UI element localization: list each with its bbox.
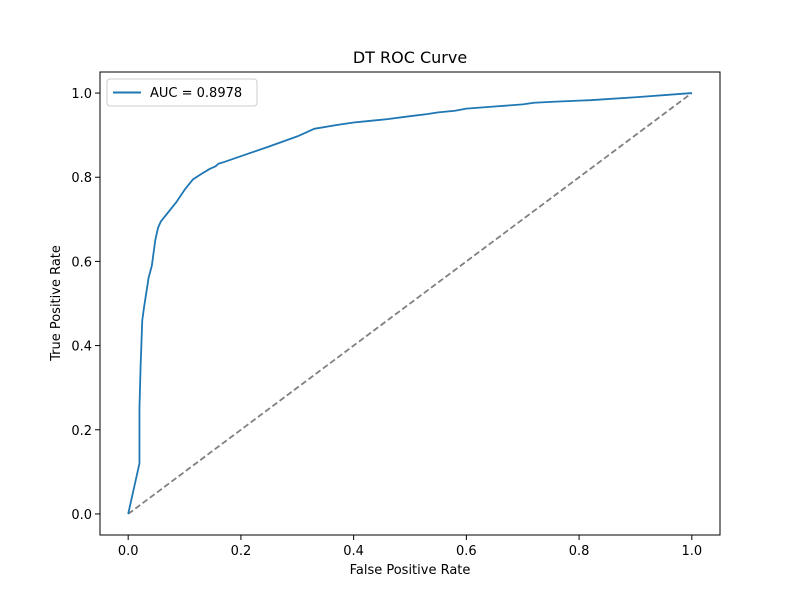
y-tick-label: 0.8 — [71, 171, 92, 186]
chance-line — [127, 92, 693, 515]
y-tick-label: 0.0 — [71, 508, 92, 523]
x-tick-label: 0.8 — [569, 544, 590, 559]
legend-box — [106, 78, 258, 107]
plot-frame — [99, 71, 721, 536]
y-tick-label: 1.0 — [71, 87, 92, 102]
legend-label: AUC = 0.8978 — [150, 86, 242, 101]
y-axis: 0.0 0.2 0.4 0.6 0.8 1.0 — [71, 87, 100, 523]
x-axis: 0.0 0.2 0.4 0.6 0.8 1.0 — [118, 535, 702, 559]
y-tick-label: 0.6 — [71, 255, 92, 270]
x-tick-label: 0.4 — [343, 544, 364, 559]
x-tick-label: 0.6 — [456, 544, 477, 559]
roc-curve-line — [127, 92, 692, 515]
x-tick-label: 0.0 — [118, 544, 139, 559]
y-tick-label: 0.2 — [71, 424, 92, 439]
series-layer — [127, 92, 693, 515]
x-axis-title: False Positive Rate — [350, 563, 471, 578]
x-tick-label: 1.0 — [681, 544, 702, 559]
chart-title: DT ROC Curve — [353, 48, 467, 67]
y-axis-title: True Positive Rate — [49, 245, 64, 362]
legend: AUC = 0.8978 — [106, 78, 258, 107]
x-tick-label: 0.2 — [231, 544, 252, 559]
y-tick-label: 0.4 — [71, 340, 92, 355]
